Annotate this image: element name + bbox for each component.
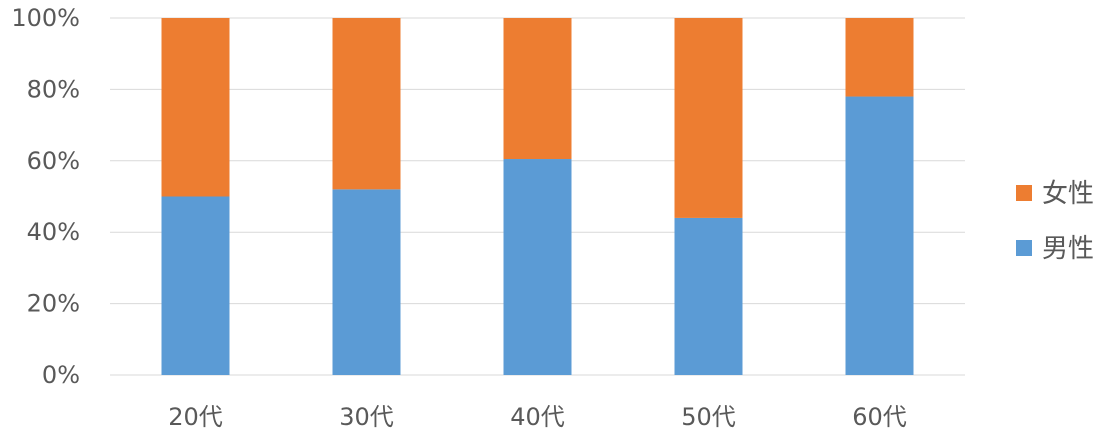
x-axis: 20代 30代 40代 50代 60代: [168, 403, 907, 431]
x-tick-label: 30代: [339, 403, 394, 431]
bar-segment: [846, 97, 914, 375]
x-tick-label: 20代: [168, 403, 223, 431]
y-tick-label: 40%: [27, 218, 80, 246]
y-tick-label: 80%: [27, 75, 80, 103]
legend-swatch: [1016, 240, 1032, 256]
bars: [162, 18, 914, 375]
bar-segment: [846, 18, 914, 97]
y-tick-label: 0%: [42, 361, 80, 389]
bar-segment: [675, 218, 743, 375]
x-tick-label: 50代: [681, 403, 736, 431]
y-tick-label: 60%: [27, 147, 80, 175]
x-tick-label: 60代: [852, 403, 907, 431]
legend-label: 女性: [1042, 179, 1094, 209]
legend-swatch: [1016, 185, 1032, 201]
bar-segment: [333, 18, 401, 189]
bar-segment: [333, 189, 401, 375]
bar-segment: [675, 18, 743, 218]
y-tick-label: 20%: [27, 290, 80, 318]
x-tick-label: 40代: [510, 403, 565, 431]
bar-segment: [504, 18, 572, 159]
bar-segment: [162, 18, 230, 197]
bar-segment: [504, 159, 572, 375]
bar-segment: [162, 197, 230, 376]
legend-label: 男性: [1042, 234, 1094, 264]
y-tick-label: 100%: [11, 4, 80, 32]
y-axis: 0% 20% 40% 60% 80% 100%: [11, 4, 80, 389]
